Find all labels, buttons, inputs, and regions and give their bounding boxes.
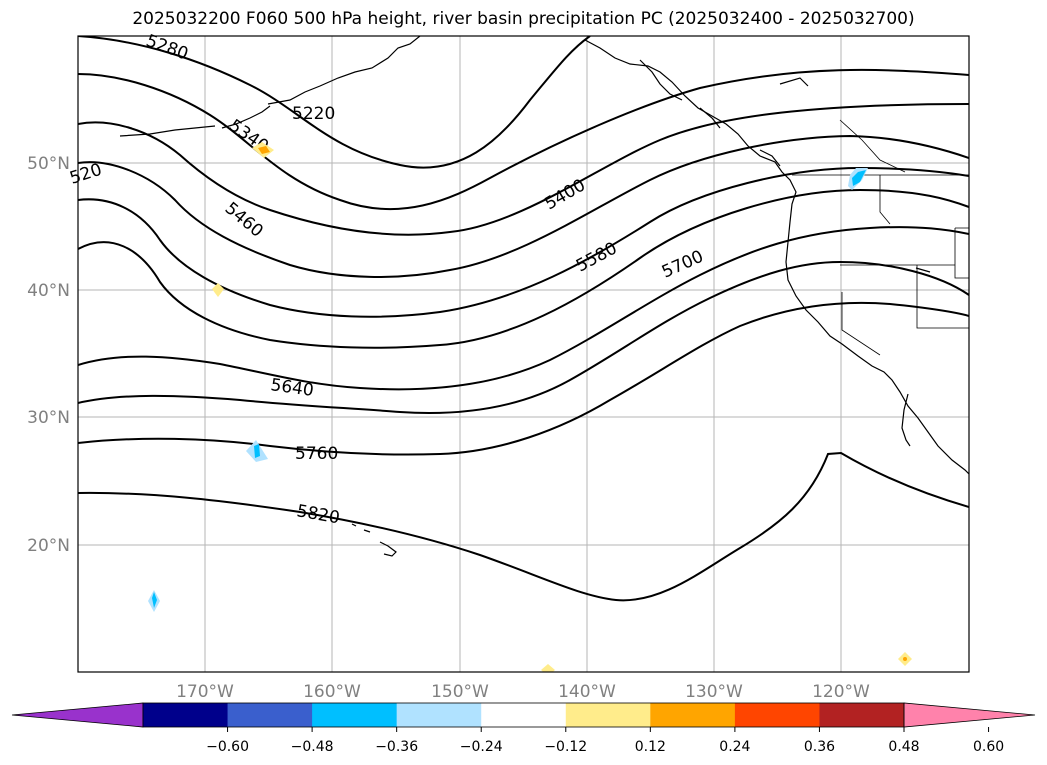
colorbar-tick-label: 0.12 — [635, 739, 666, 755]
lon-label-130w: 130°W — [685, 682, 743, 702]
contour-label-520: 520 — [67, 160, 104, 189]
height-contours — [78, 36, 969, 602]
lon-label-120w: 120°W — [812, 682, 870, 702]
lat-label-30n: 30°N — [27, 408, 70, 428]
gridlines — [78, 36, 969, 672]
colorbar-segment — [396, 703, 482, 727]
political-borders — [792, 119, 969, 356]
colorbar-tick-label: −0.36 — [375, 739, 418, 755]
colorbar-segment — [565, 703, 651, 727]
lon-label-150w: 150°W — [431, 682, 489, 702]
colorbar-tick-label: 0.48 — [888, 739, 919, 755]
colorbar-segment — [650, 703, 736, 727]
colorbar-tick-label: −0.12 — [544, 739, 587, 755]
precip-shading — [148, 142, 912, 672]
precip-blob-negative — [852, 170, 866, 186]
colorbar-tick-label: 0.36 — [804, 739, 835, 755]
contour-label-5400: 5400 — [542, 175, 589, 214]
contour-label-5640: 5640 — [269, 375, 315, 401]
contour-label-5460: 5460 — [221, 199, 267, 242]
contour-label-5760: 5760 — [295, 444, 338, 464]
lon-labels: 170°W 160°W 150°W 140°W 130°W 120°W — [176, 682, 870, 702]
colorbar-frame — [142, 702, 905, 728]
precip-blob-positive — [212, 283, 224, 297]
colorbar-tick-label: 0.60 — [973, 739, 1004, 755]
colorbar-extend-low — [11, 702, 144, 728]
precip-blob-positive — [258, 146, 270, 154]
lon-label-140w: 140°W — [558, 682, 616, 702]
contour-label-5580: 5580 — [573, 238, 621, 276]
precip-blob-negative — [254, 444, 260, 458]
map-frame — [77, 35, 970, 673]
lat-label-20n: 20°N — [27, 536, 70, 556]
colorbar-tick-label: −0.48 — [291, 739, 334, 755]
colorbar-segment — [227, 703, 313, 727]
lat-label-40n: 40°N — [27, 281, 70, 301]
colorbar-tick-label: −0.24 — [460, 739, 503, 755]
lat-label-50n: 50°N — [27, 154, 70, 174]
contour-label-5700: 5700 — [659, 247, 707, 283]
colorbar: −0.60 −0.48 −0.36 −0.24 −0.12 0.12 0.24 0.36 0.4… — [11, 702, 1036, 755]
contour-label-5220: 5220 — [292, 104, 335, 124]
colorbar-extend-high — [903, 702, 1036, 728]
colorbar-segment — [819, 703, 905, 727]
colorbar-tick-label: 0.24 — [719, 739, 750, 755]
lon-label-160w: 160°W — [303, 682, 361, 702]
colorbar-segment — [481, 703, 567, 727]
colorbar-segment — [143, 703, 229, 727]
colorbar-tick-label: −0.60 — [206, 739, 249, 755]
lat-labels: 50°N 40°N 30°N 20°N — [27, 154, 70, 556]
contour-label-5820: 5820 — [295, 501, 341, 528]
figure-title: 2025032200 F060 500 hPa height, river ba… — [132, 9, 915, 29]
lon-label-170w: 170°W — [176, 682, 234, 702]
colorbar-segment — [734, 703, 820, 727]
colorbar-segment — [312, 703, 398, 727]
precip-blob-positive — [541, 664, 555, 672]
precip-blob-negative — [152, 592, 157, 608]
